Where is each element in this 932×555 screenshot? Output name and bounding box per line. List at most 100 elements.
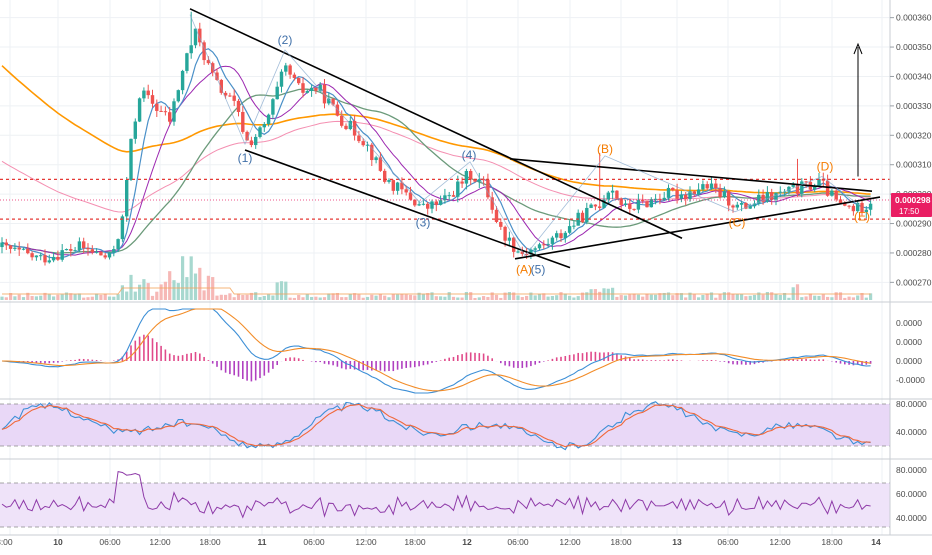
candle-body bbox=[383, 170, 387, 182]
volume-bar bbox=[396, 294, 400, 300]
candle-body bbox=[266, 114, 271, 125]
stoch-k-line bbox=[1, 401, 871, 451]
volume-bar bbox=[783, 292, 787, 300]
candle-body bbox=[275, 86, 279, 100]
volume-bar bbox=[735, 294, 739, 300]
volume-bar bbox=[525, 295, 529, 300]
volume-bar bbox=[271, 295, 275, 300]
volume-bar bbox=[125, 291, 129, 300]
time-label-17: 14 bbox=[871, 537, 881, 547]
candle-body bbox=[851, 205, 856, 212]
volume-bar bbox=[757, 292, 761, 300]
volume-bar bbox=[215, 295, 219, 300]
time-axis[interactable]: 18:00 10 06:00 12:00 18:00 11 06:00 12:00 18:00 1… bbox=[0, 537, 881, 547]
candle-body bbox=[641, 200, 645, 202]
volume-bar bbox=[400, 293, 404, 300]
candle-body bbox=[537, 244, 542, 249]
volume-bar bbox=[795, 284, 800, 300]
candle-body bbox=[228, 95, 232, 97]
volume-bar bbox=[163, 281, 167, 300]
volume-bar bbox=[503, 292, 507, 300]
candle-body bbox=[297, 77, 301, 84]
candle-body bbox=[770, 192, 774, 200]
volume-bar bbox=[0, 296, 4, 300]
volume-bar bbox=[262, 295, 266, 300]
candle-body bbox=[417, 204, 421, 206]
candle-body bbox=[219, 79, 223, 93]
candle-body bbox=[198, 28, 202, 43]
candle-body bbox=[473, 179, 477, 182]
candle-body bbox=[361, 141, 365, 146]
candle-body bbox=[335, 104, 340, 116]
volume-bar bbox=[150, 295, 155, 300]
candle-body bbox=[107, 252, 112, 258]
time-label-1: 10 bbox=[53, 537, 63, 547]
trendline-upper bbox=[189, 8, 683, 239]
volume-bar bbox=[176, 283, 180, 300]
candle-body bbox=[563, 232, 567, 239]
candle-body bbox=[602, 199, 606, 208]
candle-body bbox=[236, 100, 241, 112]
candle-body bbox=[370, 144, 374, 161]
volume-bar bbox=[765, 292, 769, 300]
price-tick-label-3: 0.000330 bbox=[896, 101, 932, 111]
volume-bar bbox=[47, 294, 51, 300]
trendlines bbox=[189, 8, 881, 269]
volume-bar bbox=[232, 297, 236, 300]
candle-body bbox=[696, 189, 701, 195]
candle-body bbox=[344, 125, 348, 130]
candle-body bbox=[662, 197, 666, 201]
candle-body bbox=[580, 212, 585, 222]
volume-ma bbox=[2, 287, 871, 295]
volume-bar bbox=[533, 295, 537, 300]
volume-bar bbox=[292, 297, 296, 300]
volume-bar bbox=[542, 293, 546, 300]
volume-bar bbox=[56, 294, 60, 300]
candle-body bbox=[542, 244, 546, 246]
candle-body bbox=[800, 181, 804, 194]
candle-body bbox=[782, 191, 787, 193]
time-label-14: 06:00 bbox=[717, 537, 739, 547]
candle-body bbox=[185, 53, 189, 71]
candle-body bbox=[64, 249, 69, 251]
price-tick-label-8: 0.000280 bbox=[896, 248, 932, 258]
wave-label-3: (4) bbox=[462, 148, 477, 162]
volume-bar bbox=[99, 294, 103, 300]
triangle-upper bbox=[509, 158, 873, 192]
volume-bar bbox=[64, 292, 69, 300]
volume-bar bbox=[413, 295, 417, 300]
volume-bar bbox=[740, 294, 744, 300]
volume-bar bbox=[129, 274, 133, 300]
volume-bar bbox=[731, 293, 735, 300]
volume-bar bbox=[512, 292, 516, 300]
price-tick-label-7: 0.000290 bbox=[896, 219, 932, 229]
volume-bar bbox=[632, 293, 636, 300]
volume-bar bbox=[34, 296, 38, 300]
volume-bar bbox=[464, 292, 468, 300]
price-axis[interactable]: 0.000360 0.000350 0.000340 0.000330 0.000320… bbox=[890, 13, 932, 523]
volume-bar bbox=[236, 293, 241, 300]
axes bbox=[0, 0, 932, 536]
candlestick-series bbox=[0, 11, 873, 266]
candle-body bbox=[684, 194, 688, 199]
candle-body bbox=[615, 190, 619, 199]
volume-bar bbox=[39, 295, 43, 300]
current-price-label: 0.000298 bbox=[895, 195, 931, 205]
rsi-pane bbox=[0, 471, 890, 528]
candle-body bbox=[593, 204, 598, 207]
volume-bar bbox=[851, 297, 855, 300]
wave-label-1: (2) bbox=[278, 33, 293, 47]
volume-bar bbox=[580, 292, 585, 300]
price-tick-label-0: 0.000360 bbox=[896, 13, 932, 23]
candle-body bbox=[520, 251, 524, 254]
rsi-line bbox=[1, 471, 871, 519]
candle-body bbox=[830, 190, 834, 196]
candle-body bbox=[752, 203, 757, 207]
volume-bar bbox=[555, 295, 559, 300]
wave-label-0: (1) bbox=[238, 151, 253, 165]
candle-body bbox=[348, 120, 352, 130]
volume-bar bbox=[331, 293, 335, 300]
candle-body bbox=[817, 178, 821, 187]
volume-bar bbox=[714, 297, 718, 300]
